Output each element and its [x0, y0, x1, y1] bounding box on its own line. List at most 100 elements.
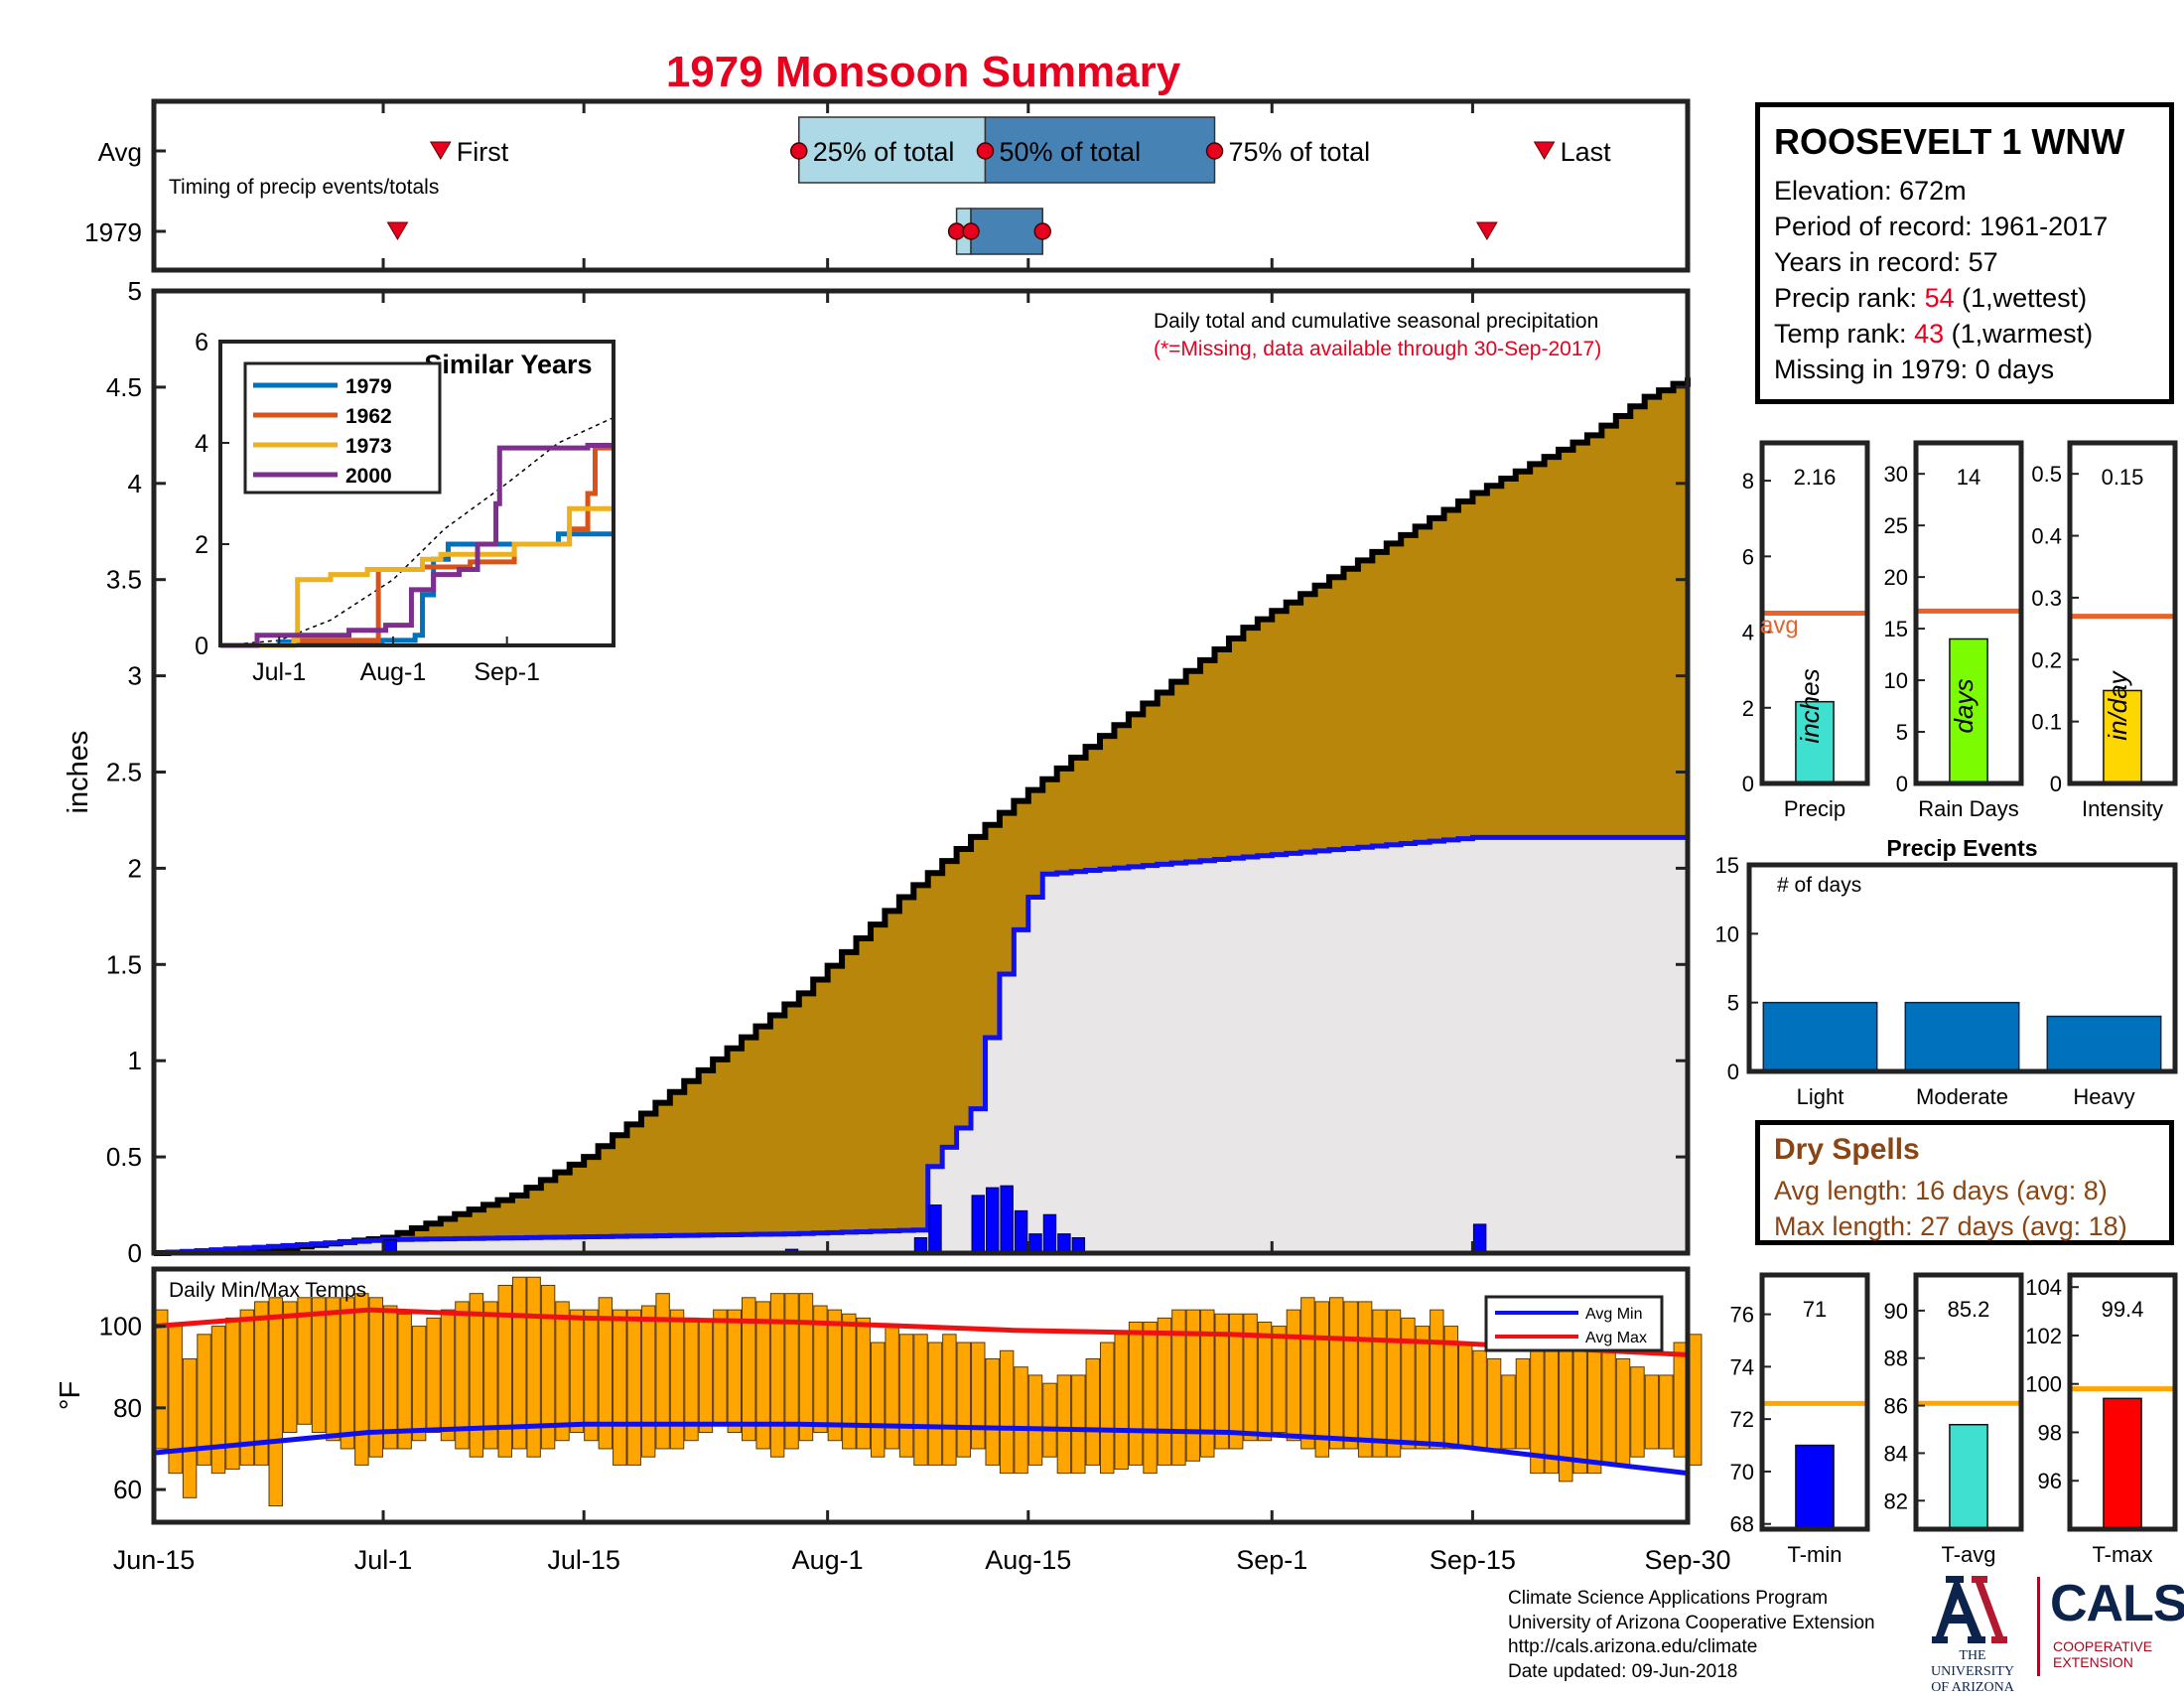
temp-range-bar	[842, 1313, 857, 1450]
intensity_bar-ytick-label: 0.2	[2031, 647, 2062, 672]
temp-range-bar	[1457, 1342, 1473, 1450]
intensity_bar-ytick-label: 0.3	[2031, 586, 2062, 611]
temp-range-bar	[927, 1342, 943, 1466]
precip-ytick-label: 5	[128, 276, 142, 306]
cals-logo: CALS	[2050, 1575, 2184, 1632]
precip-events-ytick-label: 5	[1727, 991, 1739, 1016]
similar-years-legend-label: 2000	[345, 465, 392, 488]
timing-1979-p50-marker	[962, 222, 980, 240]
raindays_bar-value-bar	[1949, 637, 1988, 784]
temp-range-bar	[1157, 1317, 1172, 1466]
timing-row-label-1979: 1979	[84, 217, 142, 247]
raindays_bar-ytick-label: 25	[1884, 513, 1908, 538]
temp-range-bar	[613, 1309, 627, 1466]
x-axis-date-label: Sep-15	[1430, 1545, 1516, 1575]
tmax_bar-ytick-label: 100	[2025, 1372, 2062, 1397]
temp-range-bar	[1228, 1313, 1244, 1450]
station-info-box: ROOSEVELT 1 WNW Elevation: 672m Period o…	[1755, 102, 2174, 404]
precip-ytick-label: 2	[128, 853, 142, 883]
daily-precip-bar	[1472, 1223, 1487, 1254]
temp-range-bar	[268, 1297, 283, 1507]
precip_bar-value-label: 2.16	[1794, 465, 1837, 490]
temp-range-bar	[197, 1334, 211, 1466]
timing-avg-p50-marker	[976, 142, 995, 160]
temp-range-bar	[669, 1309, 685, 1450]
footer-line-4: Date updated: 09-Jun-2018	[1508, 1660, 1738, 1682]
temp-range-bar	[239, 1309, 255, 1466]
intensity_bar-ytick-label: 0.5	[2031, 462, 2062, 487]
temp-range-bar	[1085, 1357, 1100, 1466]
dry-spells-avg: Avg length: 16 days (avg: 8)	[1774, 1176, 2108, 1205]
precip-ylabel: inches	[63, 731, 94, 814]
timing-avg-last-marker	[1533, 141, 1556, 160]
temp-range-bar	[1329, 1297, 1344, 1450]
temps-title: Daily Min/Max Temps	[169, 1279, 366, 1302]
similar-years-ytick-label: 0	[195, 633, 208, 660]
temp-range-bar	[1099, 1342, 1115, 1475]
temp-range-bar	[411, 1326, 427, 1442]
timing-avg-p25-marker	[790, 142, 808, 160]
timing-1979-first-marker	[386, 221, 409, 240]
intensity_bar-unit-label: in/day	[2103, 669, 2132, 740]
temp-range-bar	[440, 1309, 456, 1442]
temp-range-bar	[397, 1313, 412, 1450]
temp-range-bar	[1257, 1321, 1273, 1442]
intensity_bar-ytick-label: 0	[2050, 772, 2062, 796]
temp-range-bar	[311, 1297, 327, 1434]
tmax_bar-ytick-label: 104	[2025, 1275, 2062, 1300]
temp-range-bar	[1214, 1313, 1229, 1450]
temp-range-bar	[1143, 1321, 1158, 1475]
temp-range-bar	[1386, 1309, 1402, 1458]
daily-precip-bar	[971, 1195, 985, 1254]
temps-frame	[151, 1266, 1691, 1525]
temps-ytick-label: 100	[99, 1312, 142, 1342]
precip_bar-value-bar	[1795, 700, 1835, 784]
temp-range-bar	[526, 1276, 541, 1458]
precip-ytick-label: 4.5	[106, 372, 142, 402]
temp-range-bar	[368, 1297, 384, 1458]
precip_bar-ytick-label: 2	[1742, 696, 1754, 721]
similar-years-line-1962	[220, 445, 614, 648]
precip-ytick-label: 1	[128, 1046, 142, 1075]
dry-spells-heading: Dry Spells	[1774, 1133, 1920, 1166]
temp-range-bar	[426, 1317, 441, 1434]
temp-range-bar	[1501, 1374, 1516, 1450]
station-years: Years in record: 57	[1774, 247, 1998, 277]
footer-credits: Climate Science Applications Program Uni…	[1508, 1587, 1875, 1684]
footer-line-3[interactable]: http://cals.arizona.edu/climate	[1508, 1636, 1758, 1657]
daily-precip-bar	[1000, 1185, 1014, 1254]
timing-avg-box-25-50	[798, 116, 987, 184]
temp-range-bar	[340, 1297, 355, 1450]
raindays_bar-ytick-label: 10	[1884, 668, 1908, 693]
temp-range-bar	[354, 1293, 369, 1466]
university-of-arizona-logo	[1916, 1571, 2025, 1680]
tmax_bar-xlabel: T-max	[2092, 1542, 2152, 1567]
ua-logo-text: THE UNIVERSITY OF ARIZONA	[1931, 1648, 2014, 1695]
temp-range-bar	[1673, 1342, 1689, 1458]
temp-range-bar	[870, 1342, 886, 1458]
temp-range-bar	[626, 1309, 641, 1466]
timing-1979-p75-marker	[1033, 222, 1051, 240]
daily-precip-bar	[985, 1187, 1000, 1254]
precip_bar-avg-label: avg	[1760, 613, 1799, 639]
intensity_bar-xlabel: Intensity	[2082, 796, 2163, 821]
precip_bar-unit-label: inches	[1795, 668, 1825, 743]
tmin_bar-frame	[1759, 1272, 1870, 1532]
temp-range-bar	[1659, 1374, 1674, 1450]
temp-range-bar	[182, 1357, 198, 1498]
footer-line-2: University of Arizona Cooperative Extens…	[1508, 1612, 1875, 1633]
temp-range-bar	[985, 1357, 1000, 1466]
temp-range-bar	[1572, 1334, 1587, 1475]
temp-range-bar	[784, 1293, 799, 1450]
precip_bar-ytick-label: 0	[1742, 772, 1754, 796]
tmin_bar-ytick-label: 74	[1730, 1354, 1754, 1379]
raindays_bar-ytick-label: 30	[1884, 462, 1908, 487]
raindays_bar-xlabel: Rain Days	[1918, 796, 2018, 821]
precip-title: Daily total and cumulative seasonal prec…	[1154, 310, 1598, 333]
precip-events-frame	[1746, 862, 2178, 1074]
tavg_bar-ytick-label: 86	[1884, 1394, 1908, 1419]
temp-range-bar	[511, 1276, 527, 1450]
raindays_bar-value-label: 14	[1957, 465, 1980, 490]
station-name: ROOSEVELT 1 WNW	[1774, 121, 2125, 162]
